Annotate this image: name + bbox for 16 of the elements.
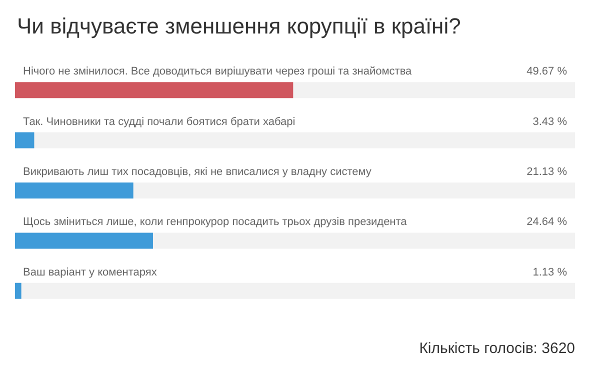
- bar: [15, 232, 153, 249]
- data-label: 21.13 %: [526, 166, 568, 178]
- chart-title: Чи відчуваєте зменшення корупції в країні?: [17, 14, 461, 38]
- bar: [15, 182, 134, 198]
- y-tick-label: Нічого не змінилося. Все доводиться вирішувати через гроші та знайомства: [23, 66, 413, 78]
- data-label: 3.43 %: [532, 116, 568, 128]
- data-label: 24.64 %: [526, 216, 568, 228]
- bar: [15, 132, 34, 148]
- y-tick-label: Так. Чиновники та судді почали боятися брати хабарі: [23, 116, 296, 128]
- text: Кількість голосів: 3620: [419, 340, 576, 357]
- data-label: 1.13 %: [532, 266, 568, 278]
- bar: [15, 282, 22, 299]
- data-label: 49.67 %: [526, 66, 568, 78]
- y-tick-label: Щось зміниться лише, коли генпрокурор посадить трьох друзів президента: [23, 216, 408, 228]
- y-tick-label: Викривають лиш тих посадовців, які не вписалися у владну систему: [23, 166, 372, 178]
- y-tick-label: Ваш варіант у коментарях: [23, 266, 158, 278]
